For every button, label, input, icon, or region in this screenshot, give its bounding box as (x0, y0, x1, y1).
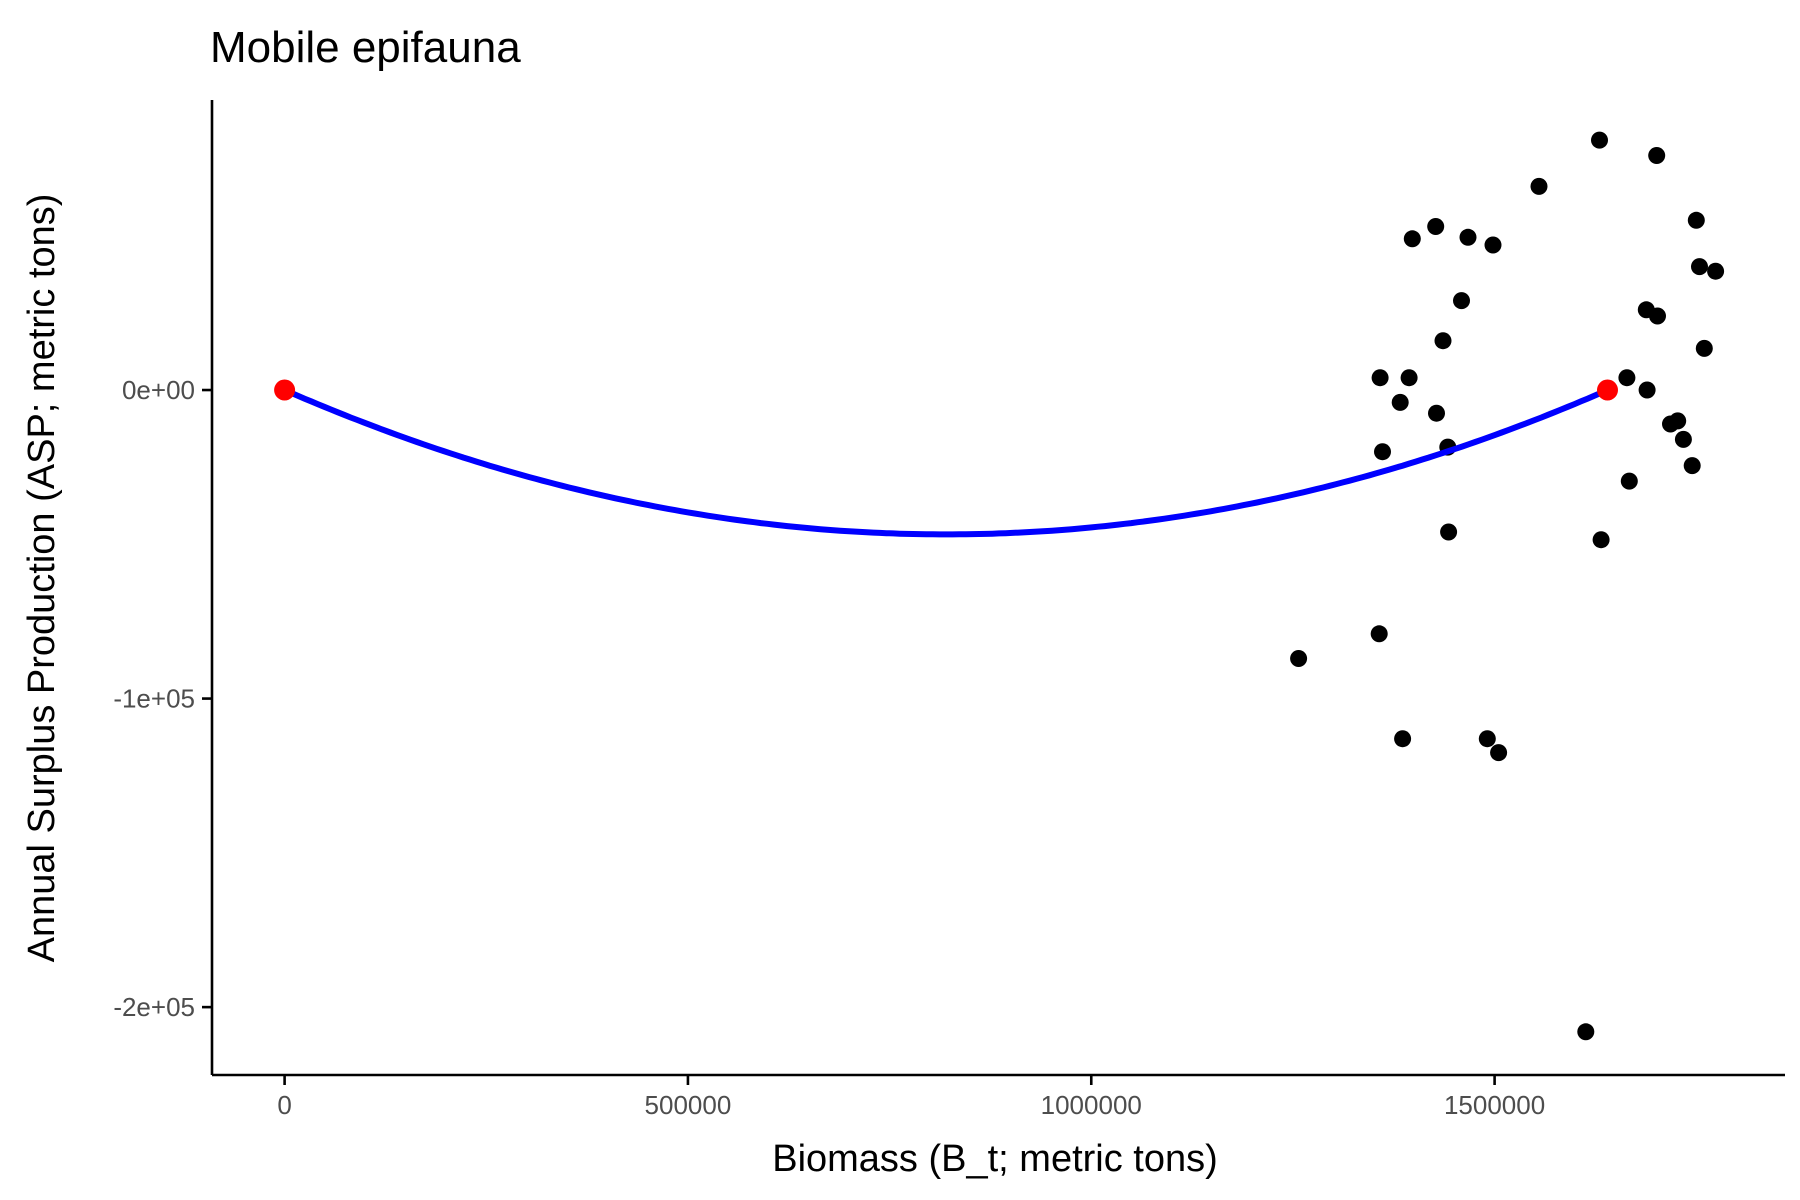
data-point (1618, 369, 1636, 387)
x-tick-label: 0 (277, 1090, 291, 1120)
curve-endpoint (1597, 379, 1618, 401)
data-point (1484, 236, 1502, 254)
data-point (1371, 369, 1389, 387)
axes: 0 500000 1000000 1500000 0e+00 -1e+05 -2e+05 (113, 100, 1785, 1120)
data-point (1394, 730, 1412, 748)
data-point (1428, 404, 1445, 422)
y-tick-label: 0e+00 (122, 375, 195, 405)
data-point (1490, 744, 1508, 762)
y-axis-title: Annual Surplus Production (ASP; metric t… (21, 194, 63, 963)
data-point (1669, 412, 1687, 430)
x-tick-label: 1500000 (1444, 1090, 1545, 1120)
data-point (1649, 307, 1666, 325)
data-point (1459, 228, 1477, 246)
data-point (1648, 147, 1666, 164)
data-point (1530, 177, 1548, 195)
data-point (1620, 472, 1638, 490)
chart-title: Mobile epifauna (210, 23, 521, 72)
data-point (1453, 292, 1470, 310)
data-point (1687, 211, 1705, 229)
data-point (1591, 131, 1608, 149)
data-point (1707, 262, 1725, 280)
data-point (1400, 369, 1418, 387)
x-axis-title: Biomass (B_t; metric tons) (772, 1138, 1218, 1180)
data-point (1403, 230, 1421, 248)
x-tick-label: 500000 (645, 1090, 732, 1120)
data-point (1370, 625, 1388, 643)
data-point (1434, 332, 1452, 350)
y-tick-label: -1e+05 (113, 684, 195, 714)
plot-area (274, 131, 1725, 1041)
data-point (1391, 393, 1409, 411)
data-point (1290, 650, 1308, 667)
data-point (1683, 457, 1701, 475)
data-point (1427, 218, 1445, 235)
data-point (1374, 443, 1391, 461)
data-point (1478, 730, 1496, 748)
data-point (1577, 1023, 1595, 1041)
x-tick-label: 1000000 (1041, 1090, 1142, 1120)
data-point (1695, 339, 1713, 357)
curve-endpoint (274, 379, 296, 401)
fitted-curve (283, 387, 1609, 538)
data-point (1592, 531, 1610, 549)
data-point (1638, 381, 1656, 399)
y-tick-label: -2e+05 (113, 992, 195, 1022)
data-point (1691, 258, 1708, 276)
data-point (1440, 523, 1458, 541)
data-point (1674, 430, 1692, 448)
